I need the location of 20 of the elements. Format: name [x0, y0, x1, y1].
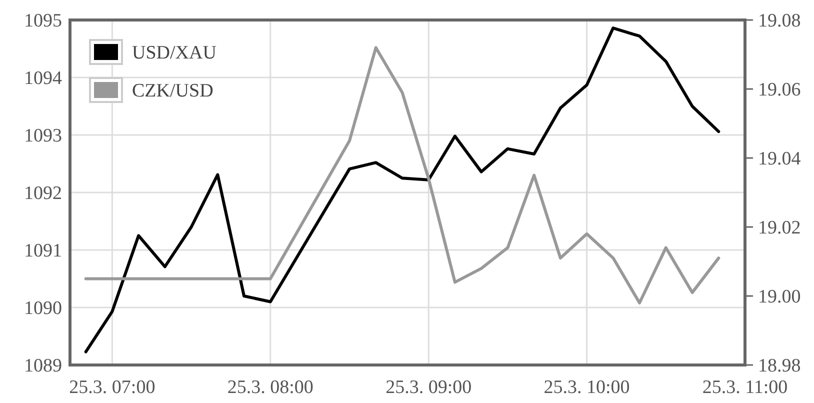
- y2-tick-label: 19.08: [758, 10, 801, 32]
- y-tick-label: 1094: [24, 68, 62, 90]
- y2-tick-label: 19.00: [758, 286, 801, 308]
- y2-tick-label: 19.02: [758, 218, 801, 239]
- x-tick-label: 25.3. 09:00: [386, 377, 472, 398]
- y-tick-label: 1091: [24, 240, 62, 262]
- y-tick-label: 1092: [24, 183, 62, 204]
- legend-label: CZK/USD: [132, 80, 214, 102]
- y2-tick-label: 18.98: [758, 356, 801, 377]
- x-tick-label: 25.3. 11:00: [702, 377, 788, 398]
- y-tick-label: 1095: [24, 10, 62, 32]
- y2-tick-label: 19.06: [758, 80, 801, 101]
- y-tick-label: 1089: [24, 356, 62, 377]
- x-tick-label: 25.3. 07:00: [69, 377, 156, 398]
- y-tick-label: 1093: [24, 126, 62, 147]
- x-tick-label: 25.3. 08:00: [227, 377, 314, 398]
- x-tick-label: 25.3. 10:00: [544, 377, 630, 398]
- y2-tick-label: 19.04: [758, 148, 802, 170]
- legend-label: USD/XAU: [132, 42, 217, 64]
- y-tick-label: 1090: [24, 298, 62, 320]
